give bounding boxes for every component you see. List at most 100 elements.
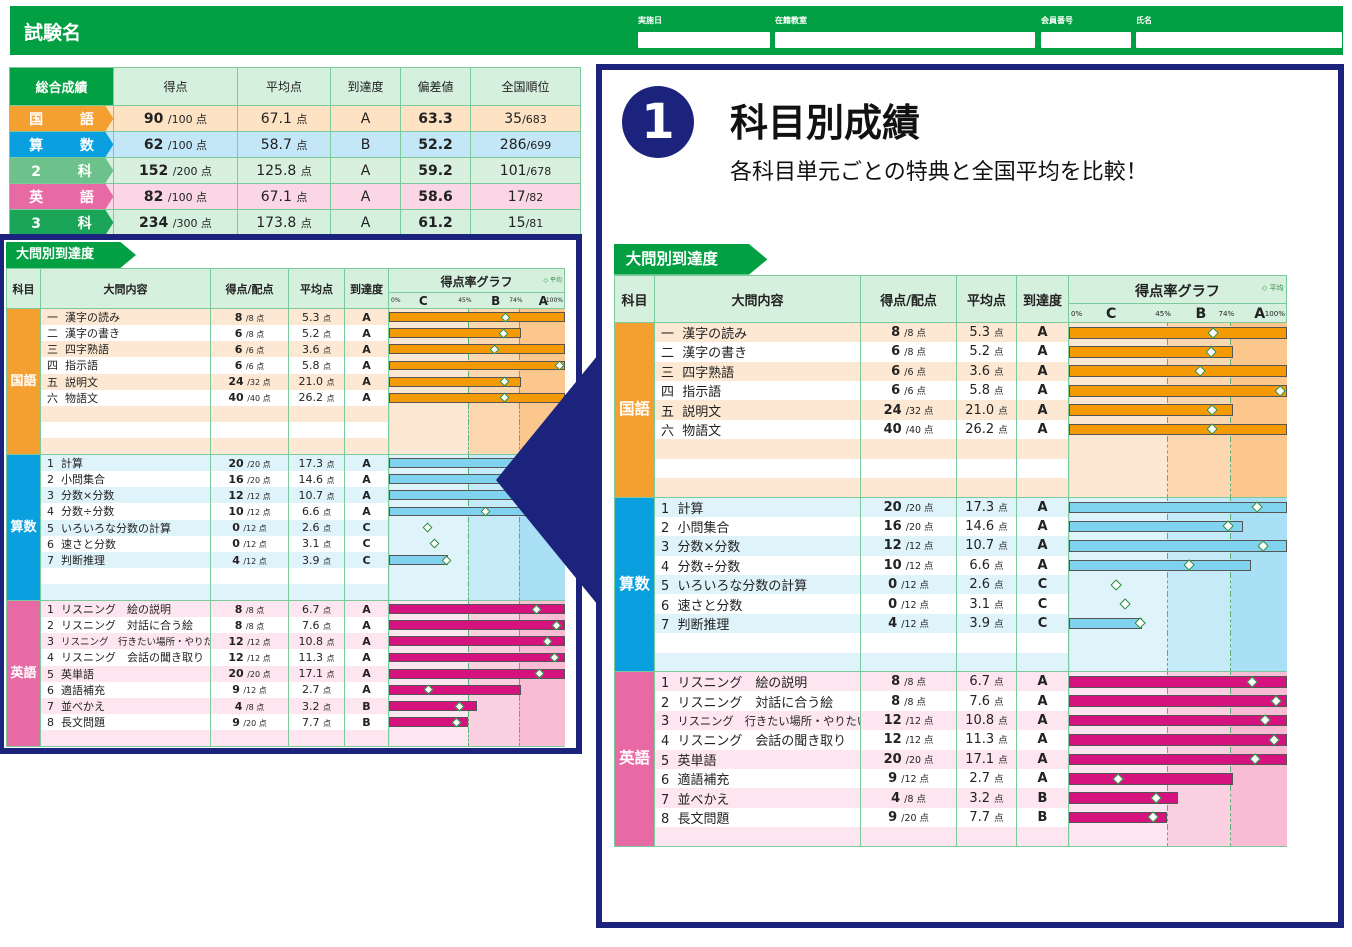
- summary-caption: 総合成績: [9, 67, 114, 106]
- item-average: 3.1 点: [288, 535, 345, 552]
- item-graph: [388, 568, 565, 585]
- item-average: 5.2 点: [288, 325, 345, 342]
- empty-cell: [344, 568, 389, 585]
- item-level: C: [1016, 594, 1069, 614]
- item-score: 10 /12 点: [860, 555, 957, 576]
- summary-subject: 3 科: [9, 209, 114, 236]
- grid-line: [1229, 807, 1231, 828]
- item-average: 3.6 点: [288, 341, 345, 358]
- name-input[interactable]: [1136, 32, 1342, 48]
- subject-label: 国語: [6, 308, 41, 455]
- grid-line: [518, 584, 520, 600]
- item-graph: [388, 341, 565, 358]
- score-rate-bar: [389, 604, 565, 614]
- item-name: 一 漢字の読み: [654, 322, 861, 343]
- empty-cell: [210, 568, 289, 585]
- item-name: 四 指示語: [40, 357, 211, 374]
- grid-line: [1229, 439, 1231, 459]
- item-name: 5 英単語: [40, 665, 211, 682]
- item-score: 0 /12 点: [210, 519, 289, 536]
- score-rate-bar: [1069, 753, 1287, 766]
- item-score: 20 /20 点: [860, 749, 957, 770]
- item-score: 9 /20 点: [860, 807, 957, 828]
- item-average: 10.7 点: [956, 536, 1017, 556]
- empty-cell: [344, 730, 389, 748]
- item-score: 6 /6 点: [860, 361, 957, 381]
- item-score: 8 /8 点: [210, 617, 289, 634]
- item-name: 7 並べかえ: [40, 697, 211, 715]
- detail-row: [7, 422, 565, 439]
- item-graph: [1068, 691, 1287, 711]
- average-marker: [1110, 578, 1123, 591]
- item-score: 4 /8 点: [210, 697, 289, 715]
- item-level: C: [344, 519, 389, 536]
- empty-cell: [288, 422, 345, 439]
- date-input[interactable]: [638, 32, 770, 48]
- empty-cell: [860, 652, 957, 673]
- item-graph: [388, 405, 565, 423]
- item-name: 8 長文問題: [654, 807, 861, 828]
- item-graph: [388, 649, 565, 666]
- score-rate-bar: [1069, 540, 1287, 552]
- empty-cell: [860, 439, 957, 459]
- item-name: 四 指示語: [654, 381, 861, 401]
- item-level: A: [1016, 342, 1069, 362]
- summary-level: A: [330, 209, 401, 236]
- score-rate-bar: [389, 652, 565, 663]
- member-no-input[interactable]: [1041, 32, 1131, 48]
- score-rate-bar: [1069, 520, 1244, 533]
- summary-average: 67.1 点: [237, 183, 331, 210]
- item-level: A: [1016, 516, 1069, 537]
- detail-table: 科目 大問内容 得点/配点 平均点 到達度 得点率グラフ ◇ 平均 0% C 45% B 74% A 10…: [6, 268, 565, 748]
- detail-panel-large: 大問別到達度 科目 大問内容 得点/配点 平均点 到達度 得点率グラフ ◇ 平均 0% C 45% B…: [612, 242, 1296, 848]
- item-graph: [1068, 516, 1287, 537]
- grid-line: [1166, 652, 1168, 671]
- detail-row: [7, 584, 565, 602]
- item-name: 6 速さと分数: [654, 594, 861, 614]
- item-graph: [388, 617, 565, 634]
- detail-row: 3 リスニング 行きたい場所・やりたいこと12 /12 点10.8 点A: [615, 710, 1287, 731]
- item-average: 17.1 点: [956, 749, 1017, 770]
- col-graph: 得点率グラフ ◇ 平均 0% C 45% B 74% A 100%: [1068, 275, 1287, 324]
- score-rate-bar: [1069, 384, 1287, 397]
- item-name: 4 分数÷分数: [40, 503, 211, 520]
- empty-cell: [1016, 458, 1069, 478]
- score-rate-bar: [1069, 327, 1287, 339]
- item-name: 5 いろいろな分数の計算: [654, 575, 861, 595]
- item-score: 8 /8 点: [860, 322, 957, 343]
- item-score: 4 /12 点: [860, 613, 957, 634]
- item-graph: [388, 422, 565, 439]
- summary-level: A: [330, 183, 401, 210]
- score-rate-bar: [389, 376, 521, 387]
- item-graph: [388, 373, 565, 390]
- item-level: A: [1016, 769, 1069, 789]
- item-level: A: [344, 454, 389, 471]
- item-level: A: [344, 649, 389, 666]
- score-rate-bar: [389, 360, 565, 371]
- col-score: 得点/配点: [860, 275, 957, 324]
- grid-line: [467, 422, 469, 439]
- item-name: 7 判断推理: [40, 551, 211, 569]
- item-graph: [1068, 671, 1287, 692]
- summary-score: 152 /200 点: [113, 157, 238, 184]
- item-name: 5 いろいろな分数の計算: [40, 519, 211, 536]
- item-graph: [1068, 458, 1287, 478]
- item-average: 3.9 点: [288, 551, 345, 569]
- empty-cell: [210, 422, 289, 439]
- grid-line: [1166, 439, 1168, 459]
- item-graph: [1068, 710, 1287, 731]
- classroom-input[interactable]: [775, 32, 1035, 48]
- item-name: 六 物語文: [40, 389, 211, 406]
